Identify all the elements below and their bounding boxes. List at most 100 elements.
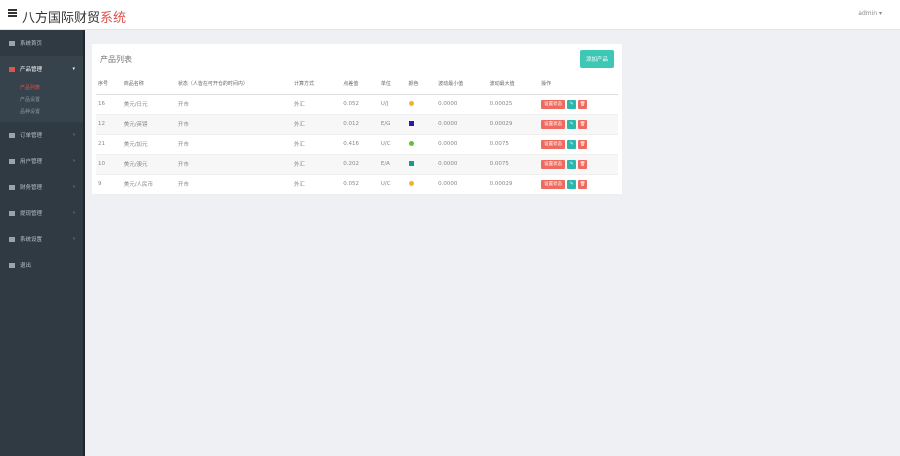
user-menu[interactable]: admin ▾ [858,10,882,17]
delete-icon[interactable]: 🗑 [578,159,588,169]
table-row: 21 美元/加元 开市 外汇 0.416 U/C 0.0000 0.0075 设… [96,134,618,155]
cell-actions: 设置状态 ✎ 🗑 [539,174,618,195]
cell-rate: 0.416 [341,134,379,155]
menu-icon[interactable] [8,9,17,17]
app-title: 八方国际财贸系统 [22,7,126,26]
cell-max: 0.0075 [487,154,540,175]
sidebar-item[interactable]: 系统首页 [0,30,83,56]
edit-icon[interactable]: ✎ [567,179,577,189]
set-status-button[interactable]: 设置状态 [541,179,566,189]
cell-calc: 外汇 [291,114,342,135]
edit-icon[interactable]: ✎ [567,139,577,149]
color-swatch [408,100,414,106]
chevron-icon: › [73,236,75,242]
delete-icon[interactable]: 🗑 [578,99,588,109]
cell-rate: 0.052 [341,94,379,115]
cell-min: 0.0000 [436,114,488,135]
set-status-button[interactable]: 设置状态 [541,159,566,169]
cell-actions: 设置状态 ✎ 🗑 [539,154,618,175]
chevron-icon: › [73,158,75,164]
column-header: 颜色 [406,74,437,95]
cell-actions: 设置状态 ✎ 🗑 [539,94,618,115]
cell-name: 美元/英镑 [121,114,176,135]
column-header: 单位 [378,74,407,95]
cell-name: 美元/日元 [121,94,176,115]
menu-item-icon [9,158,15,164]
title-accent: 系统 [100,11,127,26]
cell-max: 0.00029 [487,174,540,195]
table-row: 10 美元/澳元 开市 外汇 0.202 E/A 0.0000 0.0075 设… [96,154,618,175]
cell-actions: 设置状态 ✎ 🗑 [539,114,618,135]
column-header: 商品名称 [121,74,176,95]
column-header: 操作 [539,74,618,95]
set-status-button[interactable]: 设置状态 [541,119,566,129]
cell-max: 0.0075 [487,134,540,155]
cell-id: 16 [96,94,122,115]
edit-icon[interactable]: ✎ [567,99,577,109]
menu-item-icon [9,66,15,72]
cell-color [406,94,437,115]
cell-min: 0.0000 [436,134,488,155]
color-swatch [408,140,414,146]
cell-unit: E/G [378,114,407,135]
cell-name: 美元/加元 [121,134,176,155]
cell-id: 21 [96,134,122,155]
cell-status: 开市 [175,134,292,155]
delete-icon[interactable]: 🗑 [578,119,588,129]
sidebar-item-label: 提现管理 [20,211,43,217]
cell-rate: 0.012 [341,114,379,135]
sidebar-item[interactable]: 财务管理 › [0,174,83,200]
chevron-icon: ▾ [72,66,75,72]
sidebar-item-label: 系统首页 [20,41,43,47]
edit-icon[interactable]: ✎ [567,159,577,169]
column-header: 波动最大值 [487,74,540,95]
chevron-icon: › [73,184,75,190]
sidebar-item[interactable]: 提现管理 › [0,200,83,226]
sidebar: 系统首页 产品管理 ▾ 产品列表 产品设置 品种设置 订单管理 › 用户管理 › 财务管理 › 提现管理… [0,30,85,456]
add-product-button[interactable]: 添加产品 [579,50,614,68]
cell-min: 0.0000 [436,94,488,115]
menu-item-icon [9,262,15,268]
table-row: 16 美元/日元 开市 外汇 0.052 U/J 0.0000 0.00025 … [96,94,618,115]
column-header: 波动最小值 [436,74,488,95]
cell-min: 0.0000 [436,174,488,195]
cell-color [406,154,437,175]
cell-status: 开市 [175,94,292,115]
submenu-item[interactable]: 品种设置 [20,109,41,115]
sidebar-item[interactable]: 订单管理 › [0,122,83,148]
cell-status: 开市 [175,174,292,195]
cell-actions: 设置状态 ✎ 🗑 [539,134,618,155]
sidebar-item[interactable]: 退出 [0,252,83,278]
top-header: 八方国际财贸系统 admin ▾ [0,0,900,30]
product-panel: 产品列表 添加产品 序号 商品名称 状态（人皆在可开仓的时间内） 计算方式 点差值 单位颜… [92,44,622,195]
delete-icon[interactable]: 🗑 [578,139,588,149]
cell-max: 0.00025 [487,94,540,115]
cell-color [406,114,437,135]
sidebar-item-label: 产品管理 [20,67,43,73]
cell-unit: U/J [378,94,407,115]
cell-status: 开市 [175,154,292,175]
cell-unit: E/A [378,154,407,175]
sidebar-item[interactable]: 用户管理 › [0,148,83,174]
column-header: 状态（人皆在可开仓的时间内） [175,74,292,95]
set-status-button[interactable]: 设置状态 [541,99,566,109]
cell-name: 美元/人民币 [121,174,176,195]
cell-color [406,134,437,155]
sidebar-item-label: 订单管理 [20,133,43,139]
sidebar-item[interactable]: 系统设置 › [0,226,83,252]
cell-calc: 外汇 [291,174,342,195]
delete-icon[interactable]: 🗑 [578,179,588,189]
set-status-button[interactable]: 设置状态 [541,139,566,149]
cell-id: 12 [96,114,122,135]
submenu-item[interactable]: 产品设置 [20,97,41,103]
cell-id: 10 [96,154,122,175]
cell-min: 0.0000 [436,154,488,175]
submenu-item[interactable]: 产品列表 [20,85,41,91]
sidebar-item[interactable]: 产品管理 ▾ [0,56,83,82]
cell-name: 美元/澳元 [121,154,176,175]
column-header: 计算方式 [291,74,342,95]
cell-unit: U/C [378,174,407,195]
edit-icon[interactable]: ✎ [567,119,577,129]
column-header: 序号 [96,74,122,95]
sidebar-item-label: 系统设置 [20,237,43,243]
